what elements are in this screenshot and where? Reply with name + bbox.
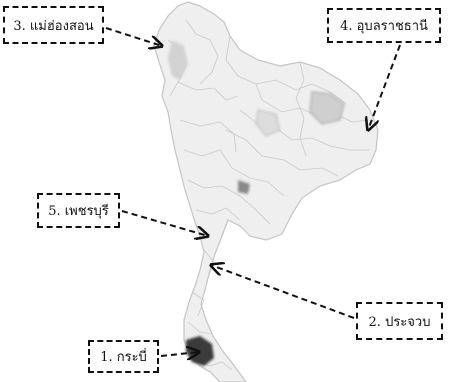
label-krabi: 1. กระบี่ [88,340,159,373]
country-outline [153,1,379,382]
label-text: 1. กระบี่ [100,350,147,365]
label-mae-hong-son: 3. แม่ฮ่องสอน [3,6,104,44]
label-prachuap: 2. ประจวบ [356,302,443,340]
label-ubon-ratchathani: 4. อุบลราชธานี [327,8,441,43]
label-text: 5. เพชรบุรี [48,204,109,219]
province-borders [167,19,370,371]
region-north-west [168,40,188,80]
label-text: 2. ประจวบ [368,314,431,330]
region-north-east-dark [309,91,345,125]
label-text: 4. อุบลราชธานี [340,19,428,34]
label-text: 3. แม่ฮ่องสอน [13,18,94,34]
region-central [238,180,250,194]
region-east [255,109,281,137]
label-phetchaburi: 5. เพชรบุรี [37,193,120,228]
